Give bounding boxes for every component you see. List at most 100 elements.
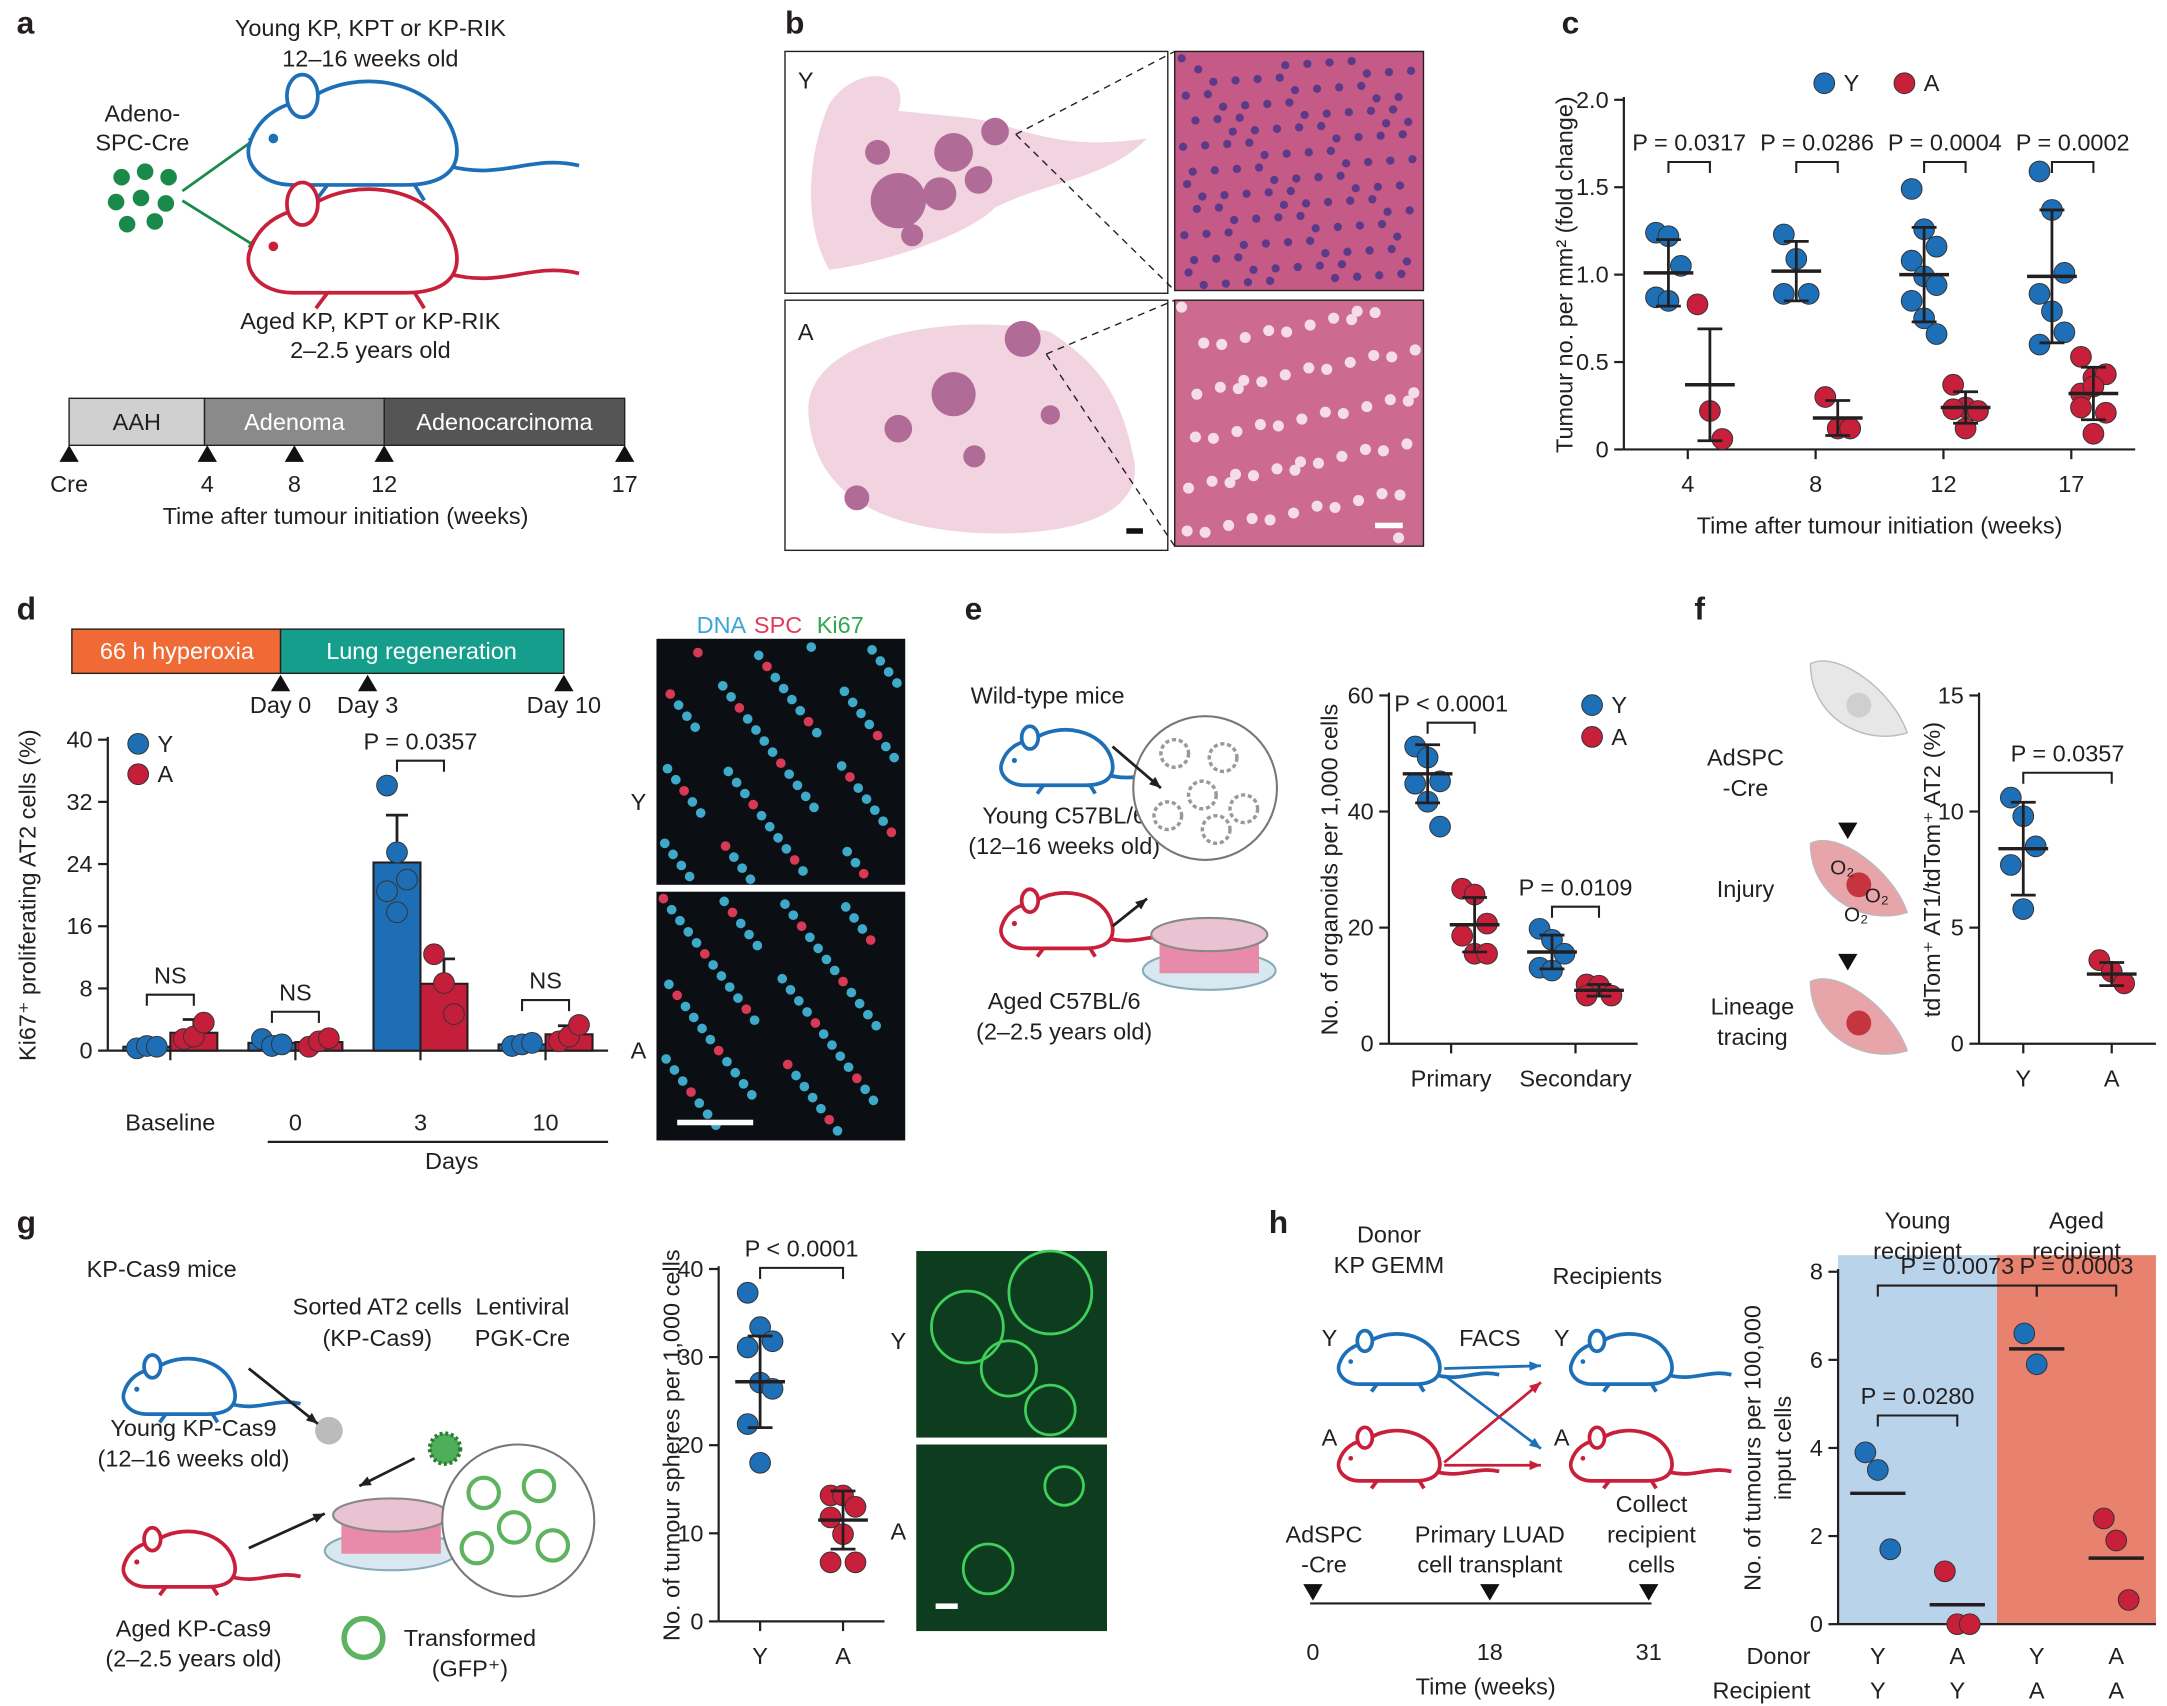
significance-bracket bbox=[145, 993, 195, 1006]
vacuole bbox=[1384, 394, 1396, 406]
mouse-illustration bbox=[1336, 1425, 1500, 1490]
y-axis-title: No. of tumours per 100,000 bbox=[1739, 1305, 1765, 1591]
vector-particle bbox=[136, 163, 154, 180]
nucleus bbox=[1243, 278, 1253, 287]
nucleus bbox=[1177, 54, 1186, 63]
timeline-marker bbox=[270, 674, 291, 692]
arrow bbox=[181, 199, 261, 251]
nucleus bbox=[1377, 220, 1387, 229]
data-point bbox=[1429, 815, 1451, 838]
tumour bbox=[1004, 320, 1041, 357]
vacuole bbox=[1231, 425, 1243, 438]
nucleus bbox=[785, 984, 796, 995]
label: Y bbox=[631, 789, 647, 815]
label: Injury bbox=[1717, 876, 1775, 902]
label: Adenoma bbox=[244, 409, 345, 435]
nucleus bbox=[1394, 92, 1403, 102]
zoom-circle bbox=[441, 1443, 596, 1598]
nucleus bbox=[664, 979, 674, 990]
label: Day 0 bbox=[250, 692, 311, 718]
nucleus bbox=[1354, 132, 1363, 142]
nucleus bbox=[791, 1070, 801, 1081]
vacuole bbox=[1229, 468, 1242, 480]
mouse-leg bbox=[1369, 1383, 1426, 1393]
x-tick-label: 0 bbox=[289, 1109, 302, 1135]
mouse-tail bbox=[229, 1573, 302, 1581]
nucleus bbox=[847, 697, 858, 708]
data-point bbox=[1942, 398, 1964, 421]
data-point bbox=[1900, 290, 1923, 312]
mouse-illustration bbox=[246, 180, 580, 310]
x-tick-label: A bbox=[2104, 1065, 2120, 1091]
data-point bbox=[433, 972, 455, 994]
x-axis-title: Time after tumour initiation (weeks) bbox=[1697, 512, 2063, 538]
y-tick-label: 24 bbox=[66, 851, 92, 877]
panel-label: e bbox=[965, 590, 983, 626]
label: Transformed bbox=[404, 1625, 536, 1651]
nucleus bbox=[1275, 73, 1284, 82]
data-point bbox=[1999, 786, 2022, 809]
legend-label: Y bbox=[1844, 70, 1860, 96]
cell-nucleus bbox=[1846, 692, 1872, 718]
nucleus bbox=[773, 832, 783, 843]
nucleus bbox=[1229, 215, 1239, 225]
legend-label: A bbox=[158, 761, 174, 787]
nucleus bbox=[1270, 175, 1279, 185]
nucleus bbox=[1274, 213, 1283, 222]
tumour bbox=[865, 139, 891, 165]
arrow-head bbox=[305, 1412, 318, 1424]
data-point bbox=[1429, 770, 1451, 793]
tumour bbox=[844, 485, 870, 511]
data-point bbox=[145, 1035, 168, 1058]
mouse-eye bbox=[1580, 1359, 1586, 1364]
label: AdSPC bbox=[1285, 1521, 1362, 1547]
arrow-head bbox=[312, 1513, 325, 1523]
scale-bar bbox=[1126, 528, 1143, 534]
nucleus bbox=[716, 971, 727, 981]
nucleus bbox=[705, 1034, 716, 1045]
phase-hyperoxia bbox=[71, 628, 282, 675]
mouse-eye bbox=[1011, 920, 1017, 927]
nucleus bbox=[867, 645, 877, 655]
vacuole bbox=[1361, 401, 1373, 413]
vacuole bbox=[1199, 526, 1211, 538]
x-tick-label: Baseline bbox=[125, 1109, 215, 1135]
label: Lentiviral bbox=[475, 1293, 569, 1319]
organoid bbox=[1207, 742, 1239, 774]
mouse-illustration bbox=[1568, 1328, 1732, 1393]
nucleus bbox=[1282, 149, 1291, 158]
vacuole bbox=[1328, 312, 1340, 324]
nucleus bbox=[1292, 174, 1301, 183]
data-point bbox=[1942, 373, 1964, 396]
y-tick-label: 8 bbox=[1810, 1259, 1823, 1285]
vector-particle bbox=[160, 168, 177, 186]
vacuole bbox=[1346, 314, 1358, 326]
arrow bbox=[247, 1367, 319, 1425]
nucleus bbox=[752, 940, 763, 951]
nucleus bbox=[842, 846, 853, 857]
mouse-tail bbox=[446, 268, 580, 281]
donor-label: A bbox=[2108, 1643, 2124, 1669]
nucleus bbox=[857, 924, 868, 934]
p-value: P = 0.0002 bbox=[2016, 130, 2130, 156]
nucleus bbox=[675, 915, 685, 926]
tumour bbox=[934, 132, 973, 172]
nucleus bbox=[1221, 279, 1230, 288]
nucleus bbox=[1264, 188, 1273, 197]
nucleus bbox=[810, 1018, 821, 1028]
nucleus bbox=[840, 902, 851, 912]
nucleus bbox=[759, 736, 770, 746]
vacuole bbox=[1216, 338, 1228, 350]
mouse-ear bbox=[1355, 1425, 1375, 1450]
y-tick-label: 15 bbox=[1938, 682, 1964, 708]
data-point bbox=[1686, 293, 1709, 316]
nucleus bbox=[666, 904, 677, 915]
significance-bracket bbox=[2050, 160, 2095, 174]
nucleus bbox=[1383, 207, 1392, 216]
x-tick-label: Secondary bbox=[1519, 1065, 1632, 1091]
label: O₂ bbox=[1865, 884, 1889, 907]
nucleus bbox=[850, 857, 861, 868]
y-tick-label: 30 bbox=[677, 1344, 703, 1370]
timeline-marker bbox=[1303, 1584, 1323, 1601]
label: Lineage bbox=[1711, 993, 1795, 1019]
